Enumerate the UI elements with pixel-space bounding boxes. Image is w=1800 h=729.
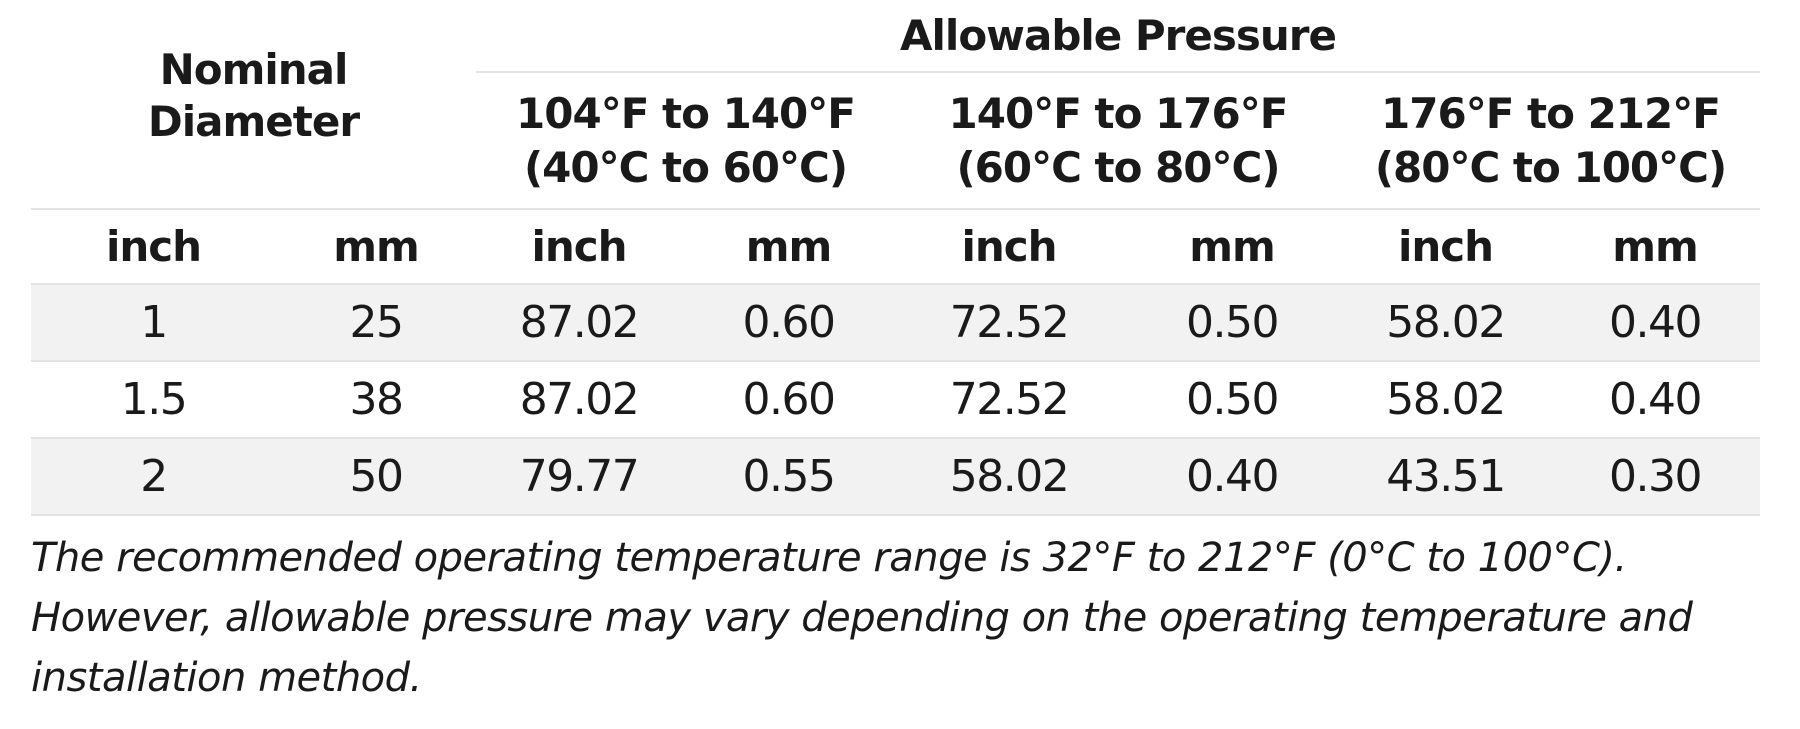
range-f: 176°F to 212°F — [1381, 88, 1721, 138]
table-cell: 0.40 — [1186, 451, 1279, 502]
table-cell: 87.02 — [519, 297, 640, 348]
table-cell: 0.30 — [1609, 451, 1702, 502]
table-cell: 25 — [349, 297, 405, 348]
table-cell: 0.40 — [1609, 374, 1702, 425]
table-cell: 79.77 — [519, 451, 640, 502]
table-cell: 43.51 — [1386, 451, 1506, 502]
table-cell: 0.50 — [1186, 374, 1279, 425]
unit-header: mm — [1550, 209, 1761, 285]
unit-header: mm — [276, 209, 476, 285]
range-c: (80°C to 100°C) — [1374, 142, 1727, 192]
table-cell: 0.40 — [1609, 297, 1702, 348]
table-row: 1 25 87.02 0.60 72.52 0.50 58.02 0.40 — [31, 284, 1761, 361]
table-cell: 58.02 — [1386, 374, 1506, 425]
table-cell: 50 — [349, 451, 405, 502]
table-cell: 0.50 — [1186, 297, 1279, 348]
nominal-text: Nominal Diameter — [147, 45, 360, 146]
unit-header: inch — [476, 209, 682, 285]
unit-header: mm — [682, 209, 895, 285]
table-row: 2 50 79.77 0.55 58.02 0.40 43.51 0.30 — [31, 438, 1761, 515]
pressure-table: Nominal Diameter Allowable Pressure 104°… — [31, 0, 1761, 516]
unit-header: inch — [31, 209, 276, 285]
table-cell: 0.55 — [742, 451, 836, 502]
allowable-header: Allowable Pressure — [476, 0, 1761, 73]
unit-header: inch — [1341, 209, 1550, 285]
range-f: 104°F to 140°F — [516, 88, 856, 138]
range-header: 104°F to 140°F (40°C to 60°C) — [476, 72, 895, 210]
table-cell: 72.52 — [949, 374, 1070, 425]
table-cell: 1.5 — [120, 374, 188, 425]
table-row: 1.5 38 87.02 0.60 72.52 0.50 58.02 0.40 — [31, 361, 1761, 438]
unit-header: mm — [1123, 209, 1341, 285]
table-cell: 0.60 — [742, 374, 836, 425]
table-cell: 87.02 — [519, 374, 640, 425]
range-header: 176°F to 212°F (80°C to 100°C) — [1341, 72, 1761, 210]
table-cell: 0.60 — [742, 297, 836, 348]
note: The recommended operating temperature ra… — [31, 535, 1693, 701]
range-c: (40°C to 60°C) — [523, 142, 848, 192]
table-cell: 38 — [349, 374, 405, 425]
table-cell: 2 — [140, 451, 168, 502]
table-cell: 58.02 — [1386, 297, 1506, 348]
table-cell: 1 — [140, 297, 168, 348]
range-f: 140°F to 176°F — [948, 88, 1289, 138]
nominal-header: Nominal Diameter — [31, 0, 476, 210]
unit-header: inch — [895, 209, 1123, 285]
range-header: 140°F to 176°F (60°C to 80°C) — [895, 72, 1341, 210]
table-cell: 58.02 — [949, 451, 1070, 502]
range-c: (60°C to 80°C) — [956, 142, 1280, 192]
table-cell: 72.52 — [949, 297, 1070, 348]
